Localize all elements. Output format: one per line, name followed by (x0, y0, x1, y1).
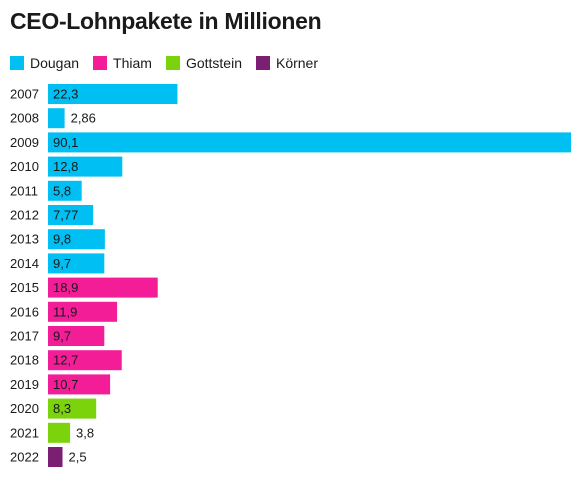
year-label-2020: 2020 (10, 401, 39, 416)
value-label-2013: 9,8 (53, 232, 71, 247)
legend-label-gottstein: Gottstein (185, 55, 242, 71)
legend-item-koerner: Körner (255, 55, 319, 71)
value-label-2012: 7,77 (53, 208, 78, 223)
bar-2008 (48, 108, 65, 129)
bar-2019 (48, 374, 111, 395)
value-label-2020: 8,3 (53, 401, 71, 416)
value-label-2008: 2,86 (71, 111, 96, 126)
year-label-2007: 2007 (10, 87, 39, 102)
legend-swatch-dougan (10, 56, 24, 70)
chart-title: CEO-Lohnpakete in Millionen (10, 8, 322, 34)
value-label-2009: 90,1 (53, 135, 78, 150)
bar-2012 (48, 205, 94, 225)
bar-2018 (48, 350, 122, 371)
bar-2013 (48, 229, 105, 250)
legend-swatch-thiam (93, 56, 108, 70)
year-label-2022: 2022 (10, 450, 39, 465)
value-label-2014: 9,7 (53, 256, 71, 271)
legend-swatch-gottstein (165, 56, 180, 70)
value-label-2015: 18,9 (53, 280, 78, 295)
legend-swatch-koerner (255, 56, 270, 70)
legend-item-dougan: Dougan (10, 55, 79, 71)
value-label-2022: 2,5 (69, 450, 87, 465)
value-label-2011: 5,8 (53, 183, 71, 198)
legend-item-thiam: Thiam (93, 55, 152, 71)
bar-2015 (48, 277, 158, 298)
year-label-2021: 2021 (10, 425, 39, 440)
year-label-2010: 2010 (10, 159, 39, 174)
chart-legend: Dougan Thiam Gottstein Körner (10, 55, 332, 71)
legend-item-gottstein: Gottstein (165, 55, 242, 71)
year-label-2016: 2016 (10, 304, 39, 319)
bar-2009 (48, 132, 571, 153)
value-label-2010: 12,8 (53, 159, 78, 174)
legend-label-dougan: Dougan (30, 55, 80, 71)
year-label-2017: 2017 (10, 329, 39, 344)
value-label-2016: 11,9 (53, 304, 77, 319)
bar-2016 (48, 301, 118, 322)
bar-2010 (48, 156, 123, 177)
value-label-2019: 10,7 (53, 377, 78, 392)
year-label-2009: 2009 (10, 135, 39, 150)
bar-2011 (48, 180, 82, 201)
bar-2022 (48, 447, 63, 467)
year-label-2018: 2018 (10, 353, 39, 368)
year-label-2019: 2019 (10, 377, 39, 392)
year-label-2008: 2008 (10, 111, 39, 126)
year-label-2013: 2013 (10, 232, 39, 247)
bar-2021 (48, 422, 71, 443)
year-label-2015: 2015 (10, 280, 39, 295)
legend-label-thiam: Thiam (113, 55, 152, 71)
year-label-2012: 2012 (10, 208, 39, 223)
legend-label-koerner: Körner (275, 55, 319, 71)
value-label-2021: 3,8 (76, 425, 94, 440)
value-label-2017: 9,7 (53, 329, 71, 344)
value-label-2018: 12,7 (53, 353, 78, 368)
bar-2020 (48, 398, 97, 419)
year-label-2014: 2014 (10, 256, 39, 271)
bar-2017 (48, 326, 105, 346)
bar-2007 (48, 84, 178, 104)
year-label-2011: 2011 (10, 183, 38, 198)
value-label-2007: 22,3 (53, 87, 78, 102)
bar-2014 (48, 253, 105, 274)
